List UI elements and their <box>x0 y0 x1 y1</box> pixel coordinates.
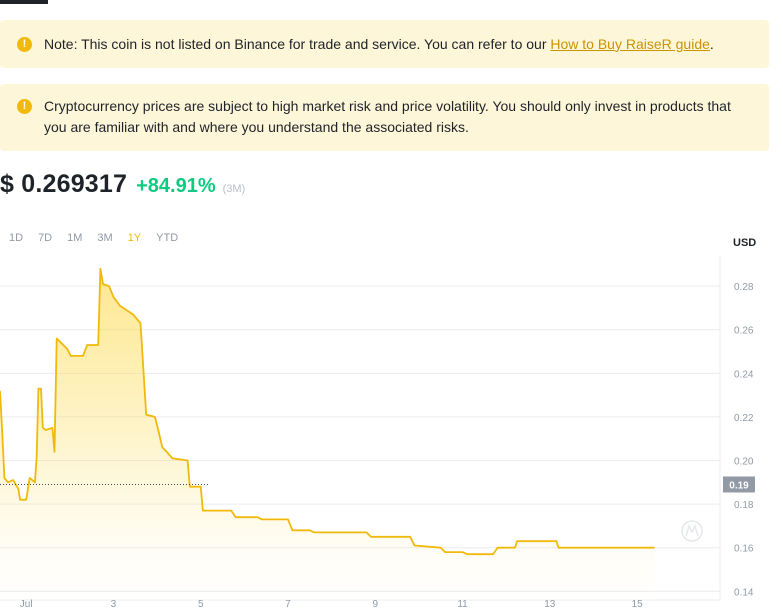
range-button-1d[interactable]: 1D <box>9 232 24 244</box>
x-tick-label: 9 <box>372 599 378 610</box>
price-chart: 0.28 0.26 0.24 0.22 0.20 0.18 0.16 0.14 Jul 3 5 7 9 1… <box>0 255 755 610</box>
price-line <box>0 267 655 556</box>
y-tick-label: 0.18 <box>734 500 754 511</box>
range-button-1m[interactable]: 1M <box>67 232 83 244</box>
active-tab-indicator <box>0 0 48 4</box>
notice-not-listed: ! Note: This coin is not listed on Binan… <box>0 20 769 68</box>
warning-icon: ! <box>17 99 32 114</box>
y-tick-label: 0.28 <box>734 282 754 293</box>
y-tick-label: 0.24 <box>734 369 754 380</box>
price-change-period: (3M) <box>222 183 246 195</box>
x-tick-label: 3 <box>111 599 117 610</box>
price-area-fill <box>0 268 655 600</box>
notice-note-end: . <box>709 35 714 52</box>
current-price-badge <box>723 476 755 493</box>
range-button-7d[interactable]: 7D <box>38 232 53 244</box>
x-tick-label: 13 <box>544 599 556 610</box>
y-tick-label: 0.14 <box>734 587 754 598</box>
watermark-logo-icon <box>681 520 703 542</box>
x-tick-label: 5 <box>198 599 204 610</box>
y-tick-label: 0.26 <box>734 326 754 337</box>
y-tick-label: 0.22 <box>734 413 754 424</box>
x-tick-label: Jul <box>20 599 33 610</box>
range-button-1y[interactable]: 1Y <box>127 232 142 244</box>
x-tick-label: 15 <box>632 599 644 610</box>
current-price-badge-label: 0.19 <box>729 480 749 491</box>
notice-note-text: Note: This coin is not listed on Binance… <box>44 35 551 52</box>
x-tick-label: 7 <box>285 599 291 610</box>
time-range-selector: 1D 7D 1M 3M 1Y YTD <box>9 232 193 244</box>
price-header: $ 0.269317 +84.91% (3M) <box>0 170 245 204</box>
y-tick-label: 0.16 <box>734 544 754 555</box>
notice-risk-text: Cryptocurrency prices are subject to hig… <box>44 98 731 135</box>
how-to-buy-link[interactable]: How to Buy RaiseR guide <box>550 35 710 52</box>
range-button-3m[interactable]: 3M <box>97 232 113 244</box>
y-tick-label: 0.20 <box>734 457 754 468</box>
range-button-ytd[interactable]: YTD <box>156 232 179 244</box>
currency-label: USD <box>733 237 757 249</box>
notice-risk: ! Cryptocurrency prices are subject to h… <box>0 84 769 151</box>
x-tick-label: 11 <box>457 599 468 610</box>
price-change-percent: +84.91% <box>136 175 216 197</box>
current-price: $ 0.269317 <box>0 170 128 198</box>
notice-not-listed-text: Note: This coin is not listed on Binance… <box>44 34 714 55</box>
warning-icon: ! <box>17 36 32 52</box>
